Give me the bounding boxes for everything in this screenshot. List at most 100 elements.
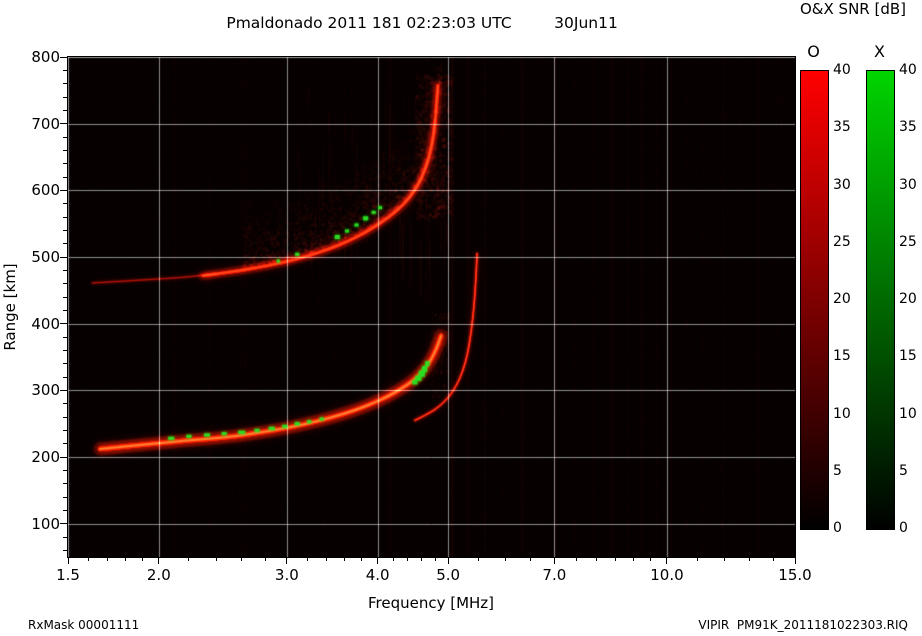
- y-minor-tick: [63, 149, 67, 151]
- x-minor-tick: [264, 557, 266, 561]
- y-tick: [60, 123, 67, 125]
- x-tick: [377, 557, 379, 564]
- x-minor-tick: [530, 557, 532, 561]
- colorbar-x-tick-label: 25: [899, 233, 917, 250]
- x-minor-tick: [772, 557, 774, 561]
- x-tick-label: 10.0: [650, 566, 684, 584]
- x-minor-tick: [749, 557, 751, 561]
- x-minor-tick: [325, 557, 327, 561]
- colorbar-o-tick-label: 20: [833, 291, 851, 307]
- x-minor-tick: [650, 557, 652, 561]
- filename-label: VIPIR PM91K_2011181022303.RIQ: [698, 618, 908, 632]
- y-minor-tick: [63, 283, 67, 285]
- x-minor-tick: [215, 557, 217, 561]
- plot-date: 30Jun11: [554, 14, 618, 32]
- y-tick: [60, 323, 67, 325]
- colorbar-x-tick-label: 5: [899, 462, 908, 479]
- colorbar-x: [866, 70, 895, 530]
- colorbar-x-tick-label: 10: [899, 405, 917, 422]
- colorbar-o-tick-label: 0: [833, 520, 842, 536]
- x-tick-label: 5.0: [436, 566, 461, 584]
- y-minor-tick: [63, 429, 67, 431]
- y-minor-tick: [63, 403, 67, 405]
- y-minor-tick: [63, 496, 67, 498]
- y-minor-tick: [63, 109, 67, 111]
- y-axis-label: Range [km]: [1, 263, 19, 351]
- x-minor-tick: [724, 557, 726, 561]
- y-minor-tick: [63, 336, 67, 338]
- y-minor-tick: [63, 376, 67, 378]
- colorbar-x-tick-label: 40: [899, 62, 917, 78]
- x-tick-label: 4.0: [365, 566, 390, 584]
- x-minor-tick: [142, 557, 144, 561]
- x-minor-tick: [596, 557, 598, 561]
- x-tick-label: 1.5: [56, 566, 80, 584]
- x-minor-tick: [421, 557, 423, 561]
- x-minor-tick: [125, 557, 127, 561]
- x-minor-tick: [87, 557, 89, 561]
- x-minor-tick: [434, 557, 436, 561]
- y-minor-tick: [63, 549, 67, 551]
- y-minor-tick: [63, 96, 67, 98]
- colorbar-o-tick-label: 30: [833, 176, 851, 193]
- x-minor-tick: [615, 557, 617, 561]
- y-tick: [60, 456, 67, 458]
- x-minor-tick: [477, 557, 479, 561]
- y-minor-tick: [63, 176, 67, 178]
- y-tick-label: 700: [31, 114, 60, 133]
- y-minor-tick: [63, 243, 67, 245]
- x-minor-tick: [392, 557, 394, 561]
- x-tick: [553, 557, 555, 564]
- x-minor-tick: [360, 557, 362, 561]
- y-minor-tick: [63, 469, 67, 471]
- x-minor-tick: [241, 557, 243, 561]
- colorbar-x-tick-label: 20: [899, 291, 917, 307]
- x-tick: [794, 557, 796, 564]
- y-tick: [60, 256, 67, 258]
- x-minor-tick: [343, 557, 345, 561]
- y-tick-label: 400: [31, 314, 60, 333]
- x-minor-tick: [407, 557, 409, 561]
- y-minor-tick: [63, 536, 67, 538]
- y-minor-tick: [63, 203, 67, 205]
- x-tick: [447, 557, 449, 564]
- colorbar-o-tick-label: 25: [833, 233, 851, 250]
- y-minor-tick: [63, 229, 67, 231]
- colorbar-mode-label-o: O: [807, 42, 820, 61]
- x-minor-tick: [188, 557, 190, 561]
- x-tick: [286, 557, 288, 564]
- y-minor-tick: [63, 309, 67, 311]
- y-tick-label: 500: [31, 248, 60, 266]
- colorbar-mode-label-x: X: [874, 42, 885, 61]
- y-minor-tick: [63, 443, 67, 445]
- y-minor-tick: [63, 509, 67, 511]
- colorbar-o-tick-label: 15: [833, 348, 851, 365]
- rxmask-label: RxMask 00001111: [28, 618, 140, 632]
- x-tick-label: 2.0: [146, 566, 171, 584]
- y-tick: [60, 56, 67, 58]
- x-tick: [158, 557, 160, 564]
- y-minor-tick: [63, 216, 67, 218]
- x-minor-tick: [306, 557, 308, 561]
- x-tick-label: 7.0: [542, 566, 567, 584]
- y-tick-label: 300: [31, 381, 60, 400]
- y-tick: [60, 523, 67, 525]
- x-tick-label: 15.0: [778, 566, 812, 584]
- colorbar-o-tick-label: 35: [833, 119, 851, 136]
- colorbar-o-tick-label: 40: [833, 62, 851, 78]
- colorbar-title: O&X SNR [dB]: [800, 0, 906, 18]
- x-tick: [67, 557, 69, 564]
- colorbar-x-tick-label: 30: [899, 176, 917, 193]
- x-tick: [666, 557, 668, 564]
- colorbar-o: [800, 70, 829, 530]
- y-tick-label: 100: [31, 514, 60, 533]
- x-axis-label: Frequency [MHz]: [367, 594, 495, 612]
- y-minor-tick: [63, 416, 67, 418]
- x-minor-tick: [575, 557, 577, 561]
- y-tick-label: 800: [31, 48, 60, 66]
- y-tick-label: 200: [31, 448, 60, 466]
- colorbar-o-tick-label: 5: [833, 462, 842, 479]
- y-tick: [60, 389, 67, 391]
- y-minor-tick: [63, 69, 67, 71]
